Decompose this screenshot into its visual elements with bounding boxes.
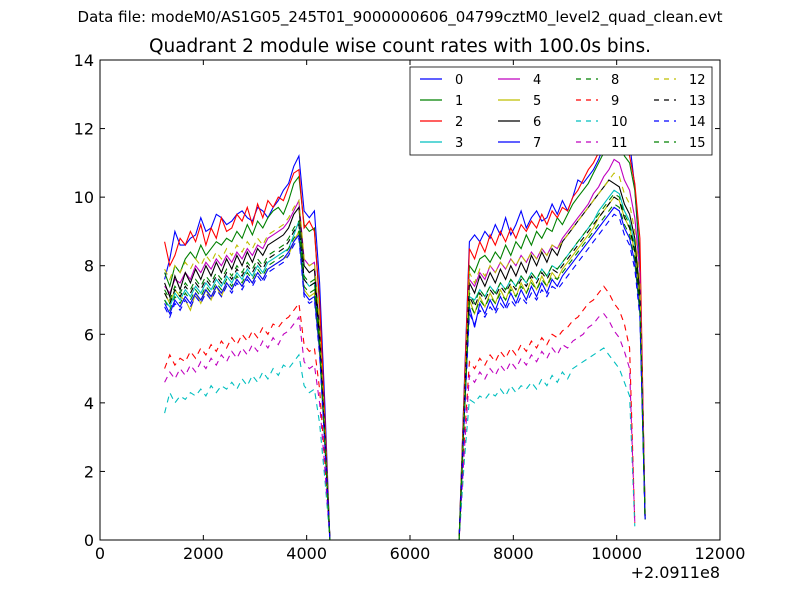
legend-label-1: 1 [455,94,463,109]
series-line-9 [164,285,636,541]
x-axis-offset-label: +2.0911e8 [631,563,720,582]
x-tick-label: 0 [95,544,105,563]
legend-box [409,66,713,156]
series-line-14 [164,213,646,541]
legend-label-0: 0 [455,73,463,88]
legend-label-6: 6 [533,115,541,130]
y-tick-label: 0 [84,531,94,550]
legend-label-4: 4 [533,73,541,88]
x-tick-label: 10000 [591,544,642,563]
y-tick-label: 8 [84,257,94,276]
chart-title: Quadrant 2 module wise count rates with … [148,36,652,57]
legend-label-3: 3 [455,136,463,151]
series-line-3 [164,189,646,541]
legend-label-9: 9 [611,94,619,109]
legend-label-8: 8 [611,73,619,88]
legend-label-7: 7 [533,136,541,151]
y-tick-label: 6 [84,325,94,344]
series-line-0 [164,103,646,541]
legend-label-13: 13 [689,94,706,109]
y-tick-label: 14 [74,51,94,70]
legend-label-15: 15 [689,136,706,151]
series-line-10 [164,347,636,541]
x-tick-label: 2000 [183,544,224,563]
figure-suptitle: Data file: modeM0/AS1G05_245T01_90000006… [77,8,723,26]
series-line-2 [164,124,646,541]
legend-label-5: 5 [533,94,541,109]
y-tick-label: 2 [84,462,94,481]
y-tick-label: 12 [74,120,94,139]
series-line-11 [164,312,636,541]
x-tick-label: 8000 [493,544,534,563]
series-line-4 [164,158,646,541]
legend-label-14: 14 [689,115,706,130]
series-line-6 [164,179,646,541]
x-tick-label: 4000 [286,544,327,563]
x-tick-label: 12000 [695,544,746,563]
y-tick-label: 10 [74,188,94,207]
legend-label-10: 10 [611,115,628,130]
legend-label-12: 12 [689,73,706,88]
legend-label-2: 2 [455,115,463,130]
series-lines [164,103,646,541]
legend-label-11: 11 [611,136,628,151]
x-tick-label: 6000 [390,544,431,563]
series-line-12 [164,172,646,541]
y-tick-label: 4 [84,394,94,413]
